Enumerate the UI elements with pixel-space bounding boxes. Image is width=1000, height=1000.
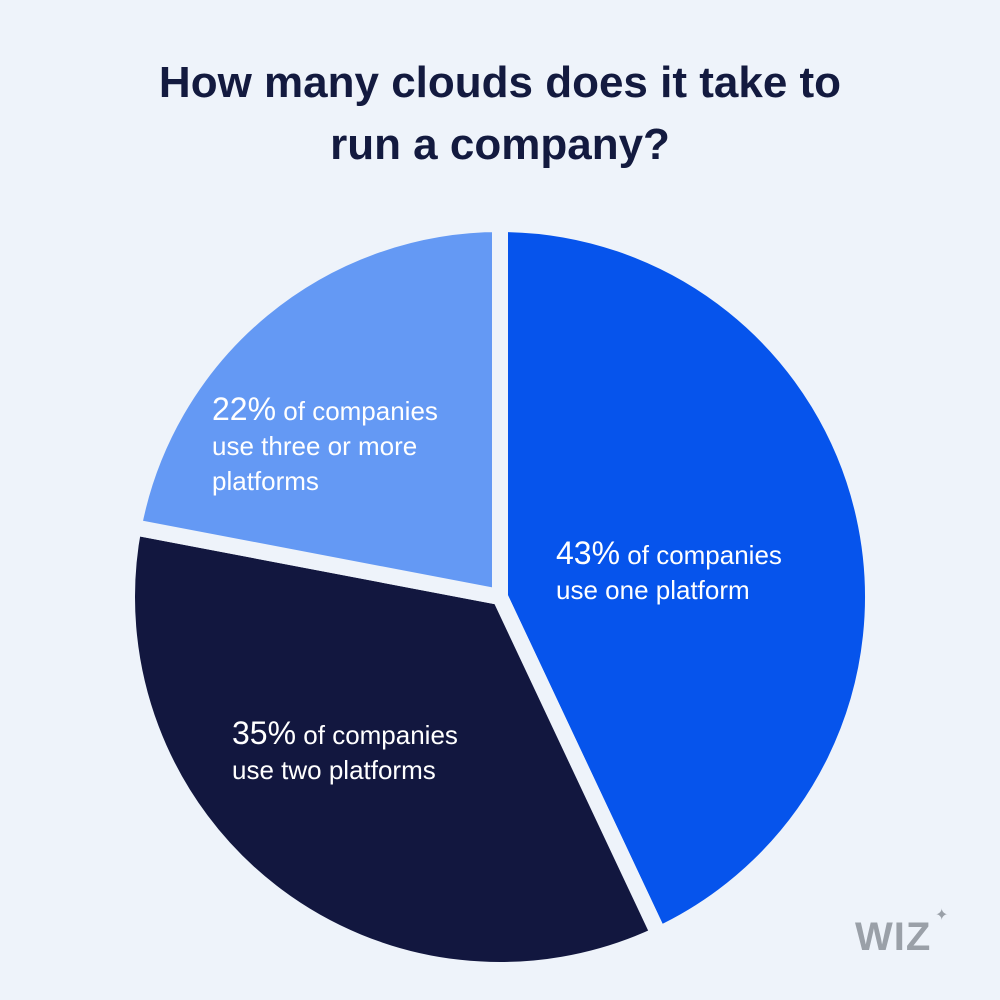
sparkle-icon: ✦ — [935, 907, 950, 924]
chart-title-line-2: run a company? — [330, 120, 670, 169]
pie-slice-one-platform — [492, 215, 881, 946]
slice-label-three-or-more: 22% of companies use three or more platf… — [212, 392, 438, 499]
pie-slice-three-or-more — [124, 215, 508, 607]
slice-text-three-or-more-3: platforms — [212, 466, 319, 496]
slice-label-two-platforms: 35% of companies use two platforms — [232, 716, 458, 788]
slice-text-three-or-more-1: of companies — [283, 396, 438, 426]
slice-label-one-platform: 43% of companies use one platform — [556, 536, 782, 608]
slice-text-one-platform-1: of companies — [627, 540, 782, 570]
pie-slice-two-platforms — [119, 517, 670, 978]
chart-title-line-1: How many clouds does it take to — [158, 58, 842, 107]
pie-slices — [119, 215, 881, 978]
wiz-logo: WIZ ✦ — [855, 907, 948, 960]
slice-text-one-platform-2: use one platform — [556, 575, 750, 605]
slice-pct-three-or-more: 22% — [212, 391, 277, 427]
slice-pct-two-platforms: 35% — [232, 715, 297, 751]
slice-pct-one-platform: 43% — [556, 535, 621, 571]
wiz-logo-text: WIZ — [855, 915, 932, 959]
chart-title: How many clouds does it take to run a co… — [60, 52, 940, 176]
slice-text-two-platforms-2: use two platforms — [232, 755, 436, 785]
slice-text-three-or-more-2: use three or more — [212, 431, 418, 461]
slice-text-two-platforms-1: of companies — [303, 720, 458, 750]
